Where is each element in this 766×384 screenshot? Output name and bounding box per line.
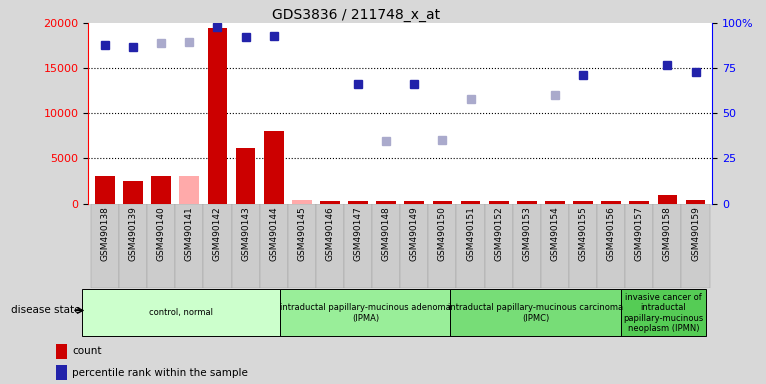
Text: GSM490150: GSM490150 [438,206,447,261]
Bar [208,28,228,204]
Bar [95,177,115,204]
Bar [56,365,67,380]
Bar [292,200,312,204]
Bar [597,204,625,288]
Bar [653,204,682,288]
Bar [260,204,288,288]
Text: GSM490147: GSM490147 [354,206,362,261]
Bar [686,200,705,204]
Bar [457,204,485,288]
Text: GSM490154: GSM490154 [551,206,559,261]
Bar [625,204,653,288]
Bar [175,204,204,288]
Text: GSM490144: GSM490144 [269,206,278,261]
Bar [601,201,621,204]
Text: percentile rank within the sample: percentile rank within the sample [72,367,248,377]
Bar [231,204,260,288]
Bar [123,181,143,204]
Text: GSM490148: GSM490148 [381,206,391,261]
Text: GSM490138: GSM490138 [100,206,110,261]
Bar [236,147,255,204]
Text: GSM490151: GSM490151 [466,206,475,261]
Bar [450,290,620,336]
Bar [545,201,565,204]
Text: GSM490140: GSM490140 [157,206,165,261]
Bar [485,204,512,288]
Bar [630,201,649,204]
Text: GSM490159: GSM490159 [691,206,700,261]
Bar [400,204,428,288]
Bar [376,201,396,204]
Text: invasive cancer of
intraductal
papillary-mucinous
neoplasm (IPMN): invasive cancer of intraductal papillary… [624,293,703,333]
Bar [620,290,705,336]
Text: disease state: disease state [11,305,81,316]
Bar [541,204,569,288]
Bar [657,195,677,204]
Text: control, normal: control, normal [149,308,213,318]
Text: GSM490155: GSM490155 [578,206,588,261]
Text: GSM490153: GSM490153 [522,206,532,261]
Text: GSM490157: GSM490157 [635,206,643,261]
Bar [489,201,509,204]
Bar [147,204,175,288]
Bar [320,201,340,204]
Text: GSM490156: GSM490156 [607,206,616,261]
Text: intraductal papillary-mucinous carcinoma
(IPMC): intraductal papillary-mucinous carcinoma… [448,303,624,323]
Text: count: count [72,346,102,356]
Text: GSM490142: GSM490142 [213,206,222,261]
Text: GSM490145: GSM490145 [297,206,306,261]
Text: intraductal papillary-mucinous adenoma
(IPMA): intraductal papillary-mucinous adenoma (… [280,303,450,323]
Bar [316,204,344,288]
Text: GSM490152: GSM490152 [494,206,503,261]
Bar [682,204,709,288]
Bar [81,290,280,336]
Bar [569,204,597,288]
Bar [264,131,283,204]
Text: GSM490143: GSM490143 [241,206,250,261]
Bar [119,204,147,288]
Bar [512,204,541,288]
Bar [372,204,400,288]
Bar [460,201,480,204]
Bar [517,201,537,204]
Bar [344,204,372,288]
Bar [280,290,450,336]
Text: GSM490141: GSM490141 [185,206,194,261]
Title: GDS3836 / 211748_x_at: GDS3836 / 211748_x_at [273,8,440,22]
Bar [349,201,368,204]
Bar [56,344,67,359]
Bar [433,201,452,204]
Bar [573,201,593,204]
Bar [204,204,231,288]
Bar [152,177,171,204]
Bar [288,204,316,288]
Bar [179,177,199,204]
Bar [428,204,457,288]
Bar [404,201,424,204]
Text: GSM490158: GSM490158 [663,206,672,261]
Bar [91,204,119,288]
Text: GSM490139: GSM490139 [129,206,138,261]
Text: GSM490146: GSM490146 [326,206,335,261]
Text: GSM490149: GSM490149 [410,206,419,261]
